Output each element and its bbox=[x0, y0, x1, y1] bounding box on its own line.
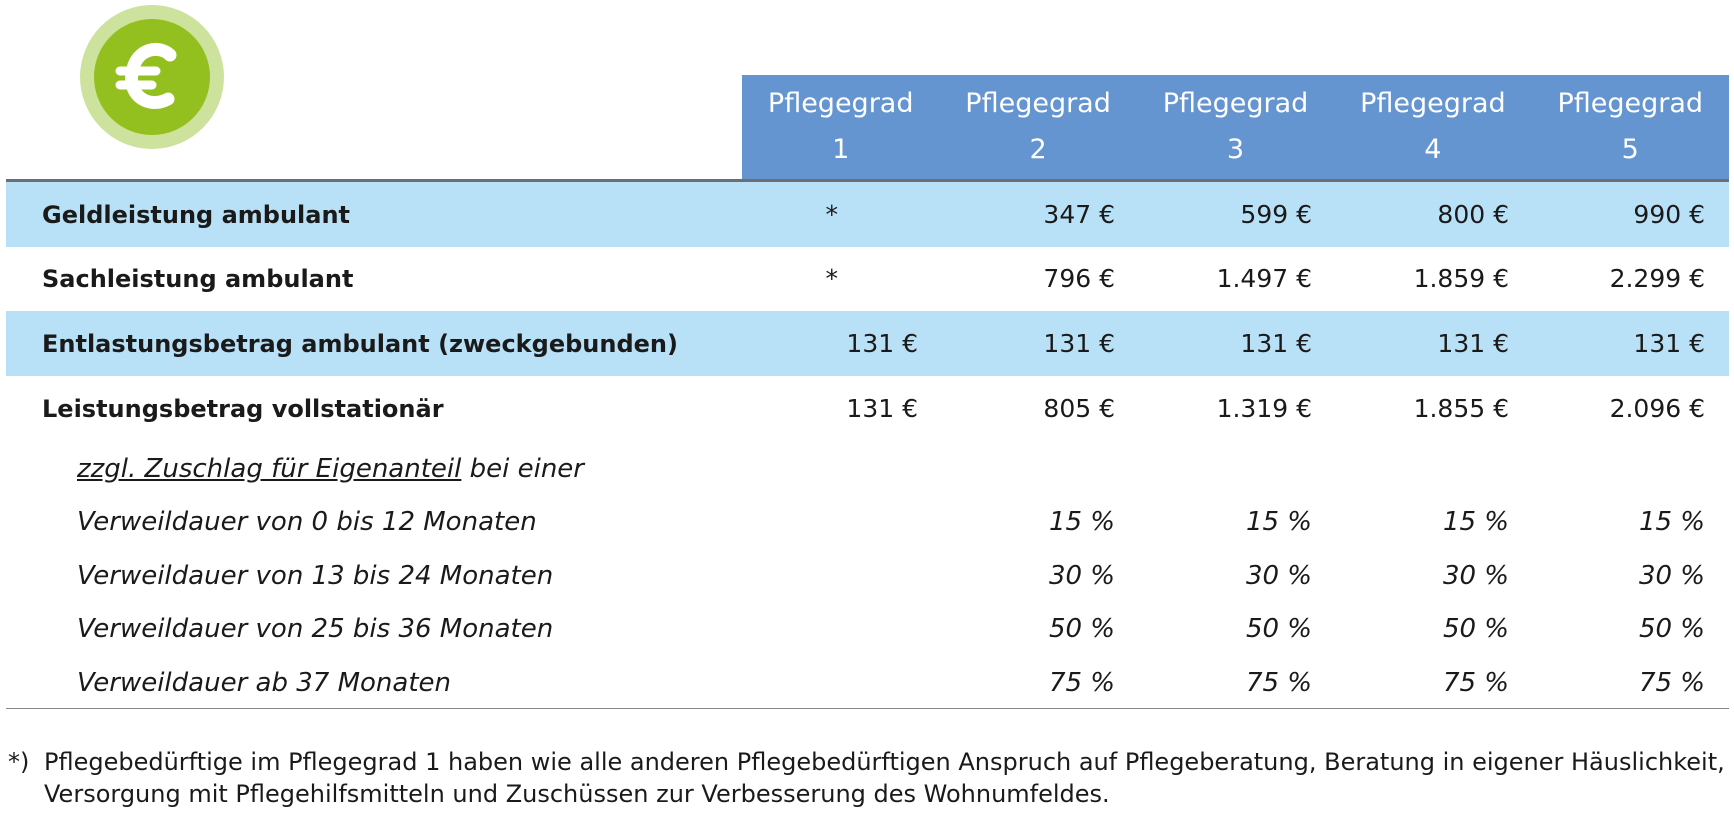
cell-value: 15 % bbox=[1048, 507, 1115, 537]
cell-value: 990 € bbox=[1633, 200, 1705, 229]
table-header: Pflegegrad 1 Pflegegrad 2 Pflegegrad 3 Pflegeg… bbox=[742, 75, 1729, 179]
cell-value: 50 % bbox=[1048, 614, 1115, 644]
row-label: Entlastungsbetrag ambulant (zweckgebunde… bbox=[42, 329, 678, 358]
cell-value: 75 % bbox=[1245, 668, 1312, 698]
cell-value: 131 € bbox=[1633, 329, 1705, 358]
row-label: Verweildauer von 13 bis 24 Monaten bbox=[77, 561, 554, 591]
column-header-number: 3 bbox=[1226, 134, 1245, 165]
column-header-number: 4 bbox=[1424, 134, 1442, 165]
cell-value: 599 € bbox=[1240, 200, 1312, 229]
cell-value: 75 % bbox=[1048, 668, 1115, 698]
surcharge-intro-underlined: zzgl. Zuschlag für Eigenanteil bbox=[77, 454, 462, 484]
row-label: Verweildauer von 0 bis 12 Monaten bbox=[77, 507, 537, 537]
surcharge-row: Verweildauer von 13 bis 24 Monaten 30 % 30… bbox=[6, 551, 1729, 601]
column-header-label: Pflegegrad bbox=[767, 88, 914, 119]
column-header-pflegegrad-5: Pflegegrad 5 bbox=[1532, 75, 1729, 179]
table-row: Entlastungsbetrag ambulant (zweckgebunde… bbox=[6, 311, 1729, 376]
row-label: Sachleistung ambulant bbox=[42, 264, 354, 293]
cell-value: 1.497 € bbox=[1216, 264, 1312, 293]
cell-value: 131 € bbox=[846, 394, 918, 423]
table-bottom-divider bbox=[6, 708, 1729, 709]
header-divider bbox=[6, 179, 1729, 182]
column-header-label: Pflegegrad bbox=[1557, 88, 1704, 119]
table-row: Geldleistung ambulant * 347 € 599 € 800 € 990… bbox=[6, 182, 1729, 247]
cell-value: 50 % bbox=[1245, 614, 1312, 644]
column-header-number: 2 bbox=[1029, 134, 1047, 165]
cell-value: 131 € bbox=[846, 329, 918, 358]
cell-value: 131 € bbox=[1437, 329, 1509, 358]
column-header-pflegegrad-3: Pflegegrad 3 bbox=[1137, 75, 1334, 179]
cell-value: 131 € bbox=[1240, 329, 1312, 358]
row-label: Verweildauer von 25 bis 36 Monaten bbox=[77, 614, 554, 644]
column-header-pflegegrad-2: Pflegegrad 2 bbox=[939, 75, 1136, 179]
column-header-pflegegrad-4: Pflegegrad 4 bbox=[1334, 75, 1531, 179]
table-row: Sachleistung ambulant * 796 € 1.497 € 1.859 … bbox=[6, 246, 1729, 311]
row-label: Leistungsbetrag vollstationär bbox=[42, 394, 444, 423]
cell-value: 796 € bbox=[1043, 264, 1115, 293]
surcharge-row: Verweildauer ab 37 Monaten 75 % 75 % 75 % 75… bbox=[6, 658, 1729, 708]
cell-value: 75 % bbox=[1442, 668, 1509, 698]
footnote-text: Pflegebedürftige im Pflegegrad 1 haben w… bbox=[44, 748, 1725, 808]
cell-value: 800 € bbox=[1437, 200, 1509, 229]
cell-value: 30 % bbox=[1638, 561, 1705, 591]
cell-value: 2.299 € bbox=[1609, 264, 1705, 293]
cell-value: 50 % bbox=[1638, 614, 1705, 644]
column-header-pflegegrad-1: Pflegegrad 1 bbox=[742, 75, 939, 179]
cell-value: 15 % bbox=[1442, 507, 1509, 537]
row-label: Geldleistung ambulant bbox=[42, 200, 351, 229]
cell-value: 805 € bbox=[1043, 394, 1115, 423]
cell-value: 30 % bbox=[1048, 561, 1115, 591]
footnote-marker: *) bbox=[8, 748, 30, 776]
footnote: *) Pflegebedürftige im Pflegegrad 1 habe… bbox=[8, 746, 1728, 810]
cell-value: 15 % bbox=[1245, 507, 1312, 537]
row-label: Verweildauer ab 37 Monaten bbox=[77, 668, 451, 698]
surcharge-row: Verweildauer von 25 bis 36 Monaten 50 % 50… bbox=[6, 604, 1729, 654]
cell-value: 30 % bbox=[1442, 561, 1509, 591]
surcharge-intro-rest: bei einer bbox=[461, 454, 584, 484]
surcharge-intro: zzgl. Zuschlag für Eigenanteil bei einer bbox=[6, 444, 1729, 494]
cell-value: 15 % bbox=[1638, 507, 1705, 537]
table-row: Leistungsbetrag vollstationär 131 € 805 € 1… bbox=[6, 376, 1729, 441]
cell-value: * bbox=[825, 200, 839, 229]
column-header-label: Pflegegrad bbox=[1162, 88, 1309, 119]
cell-value: 131 € bbox=[1043, 329, 1115, 358]
logo bbox=[80, 5, 224, 149]
cell-value: 1.859 € bbox=[1413, 264, 1509, 293]
cell-value: 2.096 € bbox=[1609, 394, 1705, 423]
column-header-number: 1 bbox=[832, 134, 850, 165]
cell-value: 1.319 € bbox=[1216, 394, 1312, 423]
cell-value: 50 % bbox=[1442, 614, 1509, 644]
column-header-label: Pflegegrad bbox=[965, 88, 1111, 119]
cell-value: 347 € bbox=[1043, 200, 1115, 229]
cell-value: 1.855 € bbox=[1413, 394, 1509, 423]
column-header-number: 5 bbox=[1621, 134, 1639, 165]
cell-value: 30 % bbox=[1245, 561, 1312, 591]
cell-value: 75 % bbox=[1638, 668, 1705, 698]
surcharge-row: Verweildauer von 0 bis 12 Monaten 15 % 15 … bbox=[6, 497, 1729, 547]
cell-value: * bbox=[825, 264, 839, 293]
column-header-label: Pflegegrad bbox=[1360, 88, 1506, 119]
euro-icon bbox=[115, 42, 177, 109]
